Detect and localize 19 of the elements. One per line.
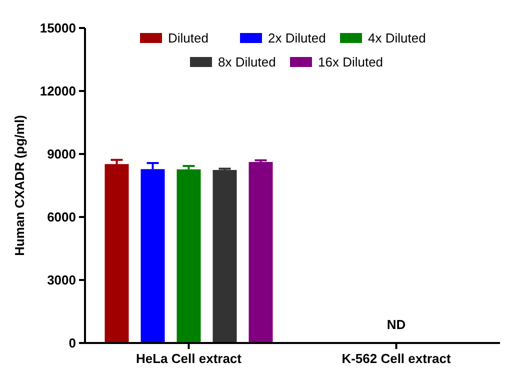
bar <box>248 162 273 343</box>
x-tick-label: K-562 Cell extract <box>342 351 452 366</box>
legend-label: Diluted <box>168 30 208 46</box>
y-tick-label: 15000 <box>40 20 76 36</box>
y-axis-title: Human CXADR (pg/ml) <box>12 115 27 256</box>
legend-label: 8x Diluted <box>218 54 276 70</box>
legend-label: 4x Diluted <box>368 30 426 46</box>
y-tick-label: 12000 <box>40 84 76 99</box>
legend-label: 16x Diluted <box>318 54 384 70</box>
x-tick-label: HeLa Cell extract <box>136 351 242 366</box>
y-tick-label: 0 <box>68 336 76 351</box>
legend-label: 2x Diluted <box>268 30 326 46</box>
y-tick-label: 6000 <box>47 210 76 225</box>
bar <box>104 164 129 343</box>
bar <box>176 169 201 343</box>
annotation: ND <box>386 317 406 332</box>
bar <box>212 170 237 343</box>
y-tick-label: 9000 <box>47 146 76 162</box>
y-tick-label: 3000 <box>47 272 76 288</box>
